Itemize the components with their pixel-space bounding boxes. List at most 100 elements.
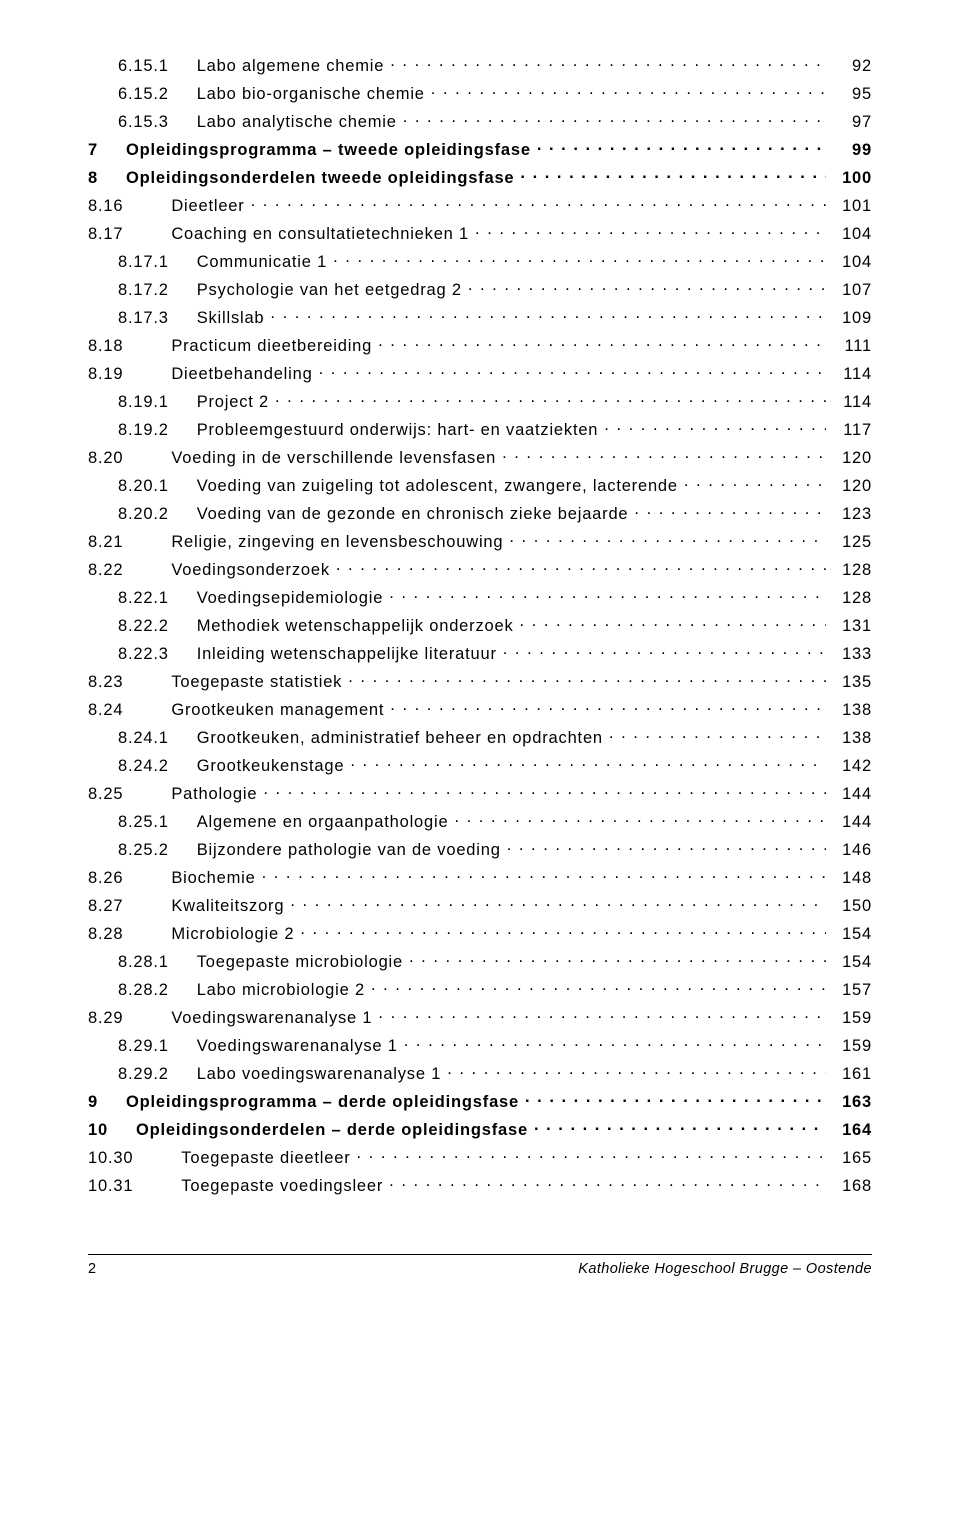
toc-number: 8.24 xyxy=(88,701,123,720)
toc-entry: 8.17Coaching en consultatietechnieken 11… xyxy=(88,223,872,245)
toc-number: 8.29.2 xyxy=(118,1065,169,1084)
toc-page: 138 xyxy=(832,701,872,720)
toc-entry: 8.21 Religie, zingeving en levensbeschouw… xyxy=(88,531,872,553)
toc-entry: 8.17.3Skillslab109 xyxy=(88,307,872,329)
toc-number: 8.22.3 xyxy=(118,645,169,664)
toc-leader xyxy=(409,951,826,968)
toc-page: 154 xyxy=(832,953,872,972)
toc-title: Inleiding wetenschappelijke literatuur xyxy=(197,645,497,664)
toc-number: 8.23 xyxy=(88,673,123,692)
toc-entry: 8.25.2 Bijzondere pathologie van de voedi… xyxy=(88,839,872,861)
toc-entry: 8.20Voeding in de verschillende levensfa… xyxy=(88,447,872,469)
toc-number: 8.25 xyxy=(88,785,123,804)
toc-entry: 8.25Pathologie144 xyxy=(88,783,872,805)
toc-leader xyxy=(634,503,826,520)
toc-title: Project 2 xyxy=(197,393,269,412)
toc-title: Practicum dieetbereiding xyxy=(171,337,372,356)
toc-entry: 7Opleidingsprogramma – tweede opleidings… xyxy=(88,139,872,161)
toc-title: Kwaliteitszorg xyxy=(171,897,284,916)
toc-title: Voedingsepidemiologie xyxy=(197,589,384,608)
toc-leader xyxy=(502,447,826,464)
toc-page: 135 xyxy=(832,673,872,692)
toc-title: Toegepaste dieetleer xyxy=(181,1149,350,1168)
toc-leader xyxy=(336,559,826,576)
toc-entry: 8.19.1Project 2114 xyxy=(88,391,872,413)
footer-page-number: 2 xyxy=(88,1261,118,1277)
toc-page: 104 xyxy=(832,225,872,244)
toc-page: 111 xyxy=(832,337,872,356)
toc-page: 157 xyxy=(832,981,872,1000)
toc-title: Communicatie 1 xyxy=(197,253,327,272)
toc-page: 92 xyxy=(832,57,872,76)
toc-number: 10 xyxy=(88,1121,108,1140)
toc-title: Voedingswarenanalyse 1 xyxy=(171,1009,372,1028)
toc-entry: 8.22.1Voedingsepidemiologie128 xyxy=(88,587,872,609)
toc-leader xyxy=(378,1007,826,1024)
toc-page: 117 xyxy=(832,421,872,440)
toc-entry: 8.19.2Probleemgestuurd onderwijs: hart- … xyxy=(88,419,872,441)
toc-number: 8.22 xyxy=(88,561,123,580)
toc-title: Voeding van de gezonde en chronisch ziek… xyxy=(197,505,629,524)
toc-entry: 8.16Dieetleer101 xyxy=(88,195,872,217)
toc-title: Pathologie xyxy=(171,785,257,804)
toc-title: Grootkeuken management xyxy=(171,701,384,720)
toc-leader xyxy=(263,783,826,800)
toc-number: 8.19 xyxy=(88,365,123,384)
toc-title: Labo bio-organische chemie xyxy=(197,85,425,104)
toc-number: 8.20.1 xyxy=(118,477,169,496)
toc-leader xyxy=(468,279,826,296)
toc-entry: 8.29.1Voedingswarenanalyse 1159 xyxy=(88,1035,872,1057)
toc-number: 8.24.1 xyxy=(118,729,169,748)
toc-page: 150 xyxy=(832,897,872,916)
toc-title: Toegepaste microbiologie xyxy=(197,953,403,972)
toc-page: 154 xyxy=(832,925,872,944)
toc-page: 146 xyxy=(832,841,872,860)
toc-title: Biochemie xyxy=(171,869,255,888)
toc-leader xyxy=(348,671,826,688)
toc-number: 8.22.2 xyxy=(118,617,169,636)
toc-title: Labo analytische chemie xyxy=(197,113,397,132)
toc-leader xyxy=(251,195,826,212)
toc-leader xyxy=(319,363,826,380)
toc-leader xyxy=(604,419,826,436)
toc-number: 8.17.3 xyxy=(118,309,169,328)
toc-entry: 8.20.2Voeding van de gezonde en chronisc… xyxy=(88,503,872,525)
toc-number: 8.18 xyxy=(88,337,123,356)
toc-leader xyxy=(378,335,826,352)
toc-entry: 8.22Voedingsonderzoek128 xyxy=(88,559,872,581)
toc-leader xyxy=(300,923,826,940)
toc-leader xyxy=(509,531,826,548)
toc-entry: 8.20.1Voeding van zuigeling tot adolesce… xyxy=(88,475,872,497)
toc-number: 8.21 xyxy=(88,533,123,552)
toc-page: 148 xyxy=(832,869,872,888)
toc-entry: 8.19Dieetbehandeling114 xyxy=(88,363,872,385)
toc-number: 8.19.2 xyxy=(118,421,169,440)
toc-title: Algemene en orgaanpathologie xyxy=(197,813,449,832)
toc-leader xyxy=(389,587,826,604)
toc-page: 120 xyxy=(832,449,872,468)
toc-number: 8 xyxy=(88,169,98,188)
toc-title: Religie, zingeving en levensbeschouwing xyxy=(171,533,503,552)
toc-number: 8.20 xyxy=(88,449,123,468)
toc-number: 8.29 xyxy=(88,1009,123,1028)
toc-entry: 8.22.3 Inleiding wetenschappelijke litera… xyxy=(88,643,872,665)
toc-entry: 8.27Kwaliteitszorg150 xyxy=(88,895,872,917)
toc-entry: 10.31Toegepaste voedingsleer168 xyxy=(88,1175,872,1197)
toc-number: 8.24.2 xyxy=(118,757,169,776)
toc-title: Labo algemene chemie xyxy=(197,57,385,76)
toc-entry: 8.18 Practicum dieetbereiding 111 xyxy=(88,335,872,357)
toc-number: 8.25.2 xyxy=(118,841,169,860)
toc-number: 9 xyxy=(88,1093,98,1112)
toc-leader xyxy=(333,251,826,268)
toc-page: 142 xyxy=(832,757,872,776)
toc-page: 99 xyxy=(832,141,872,160)
toc-number: 8.17 xyxy=(88,225,123,244)
toc-title: Bijzondere pathologie van de voeding xyxy=(197,841,501,860)
toc-entry: 8.28Microbiologie 2154 xyxy=(88,923,872,945)
toc-page: 163 xyxy=(832,1093,872,1112)
toc-number: 8.17.1 xyxy=(118,253,169,272)
toc-page: 104 xyxy=(832,253,872,272)
toc-leader xyxy=(537,139,826,156)
toc-title: Opleidingsprogramma – tweede opleidingsf… xyxy=(126,141,531,160)
toc-page: 164 xyxy=(832,1121,872,1140)
